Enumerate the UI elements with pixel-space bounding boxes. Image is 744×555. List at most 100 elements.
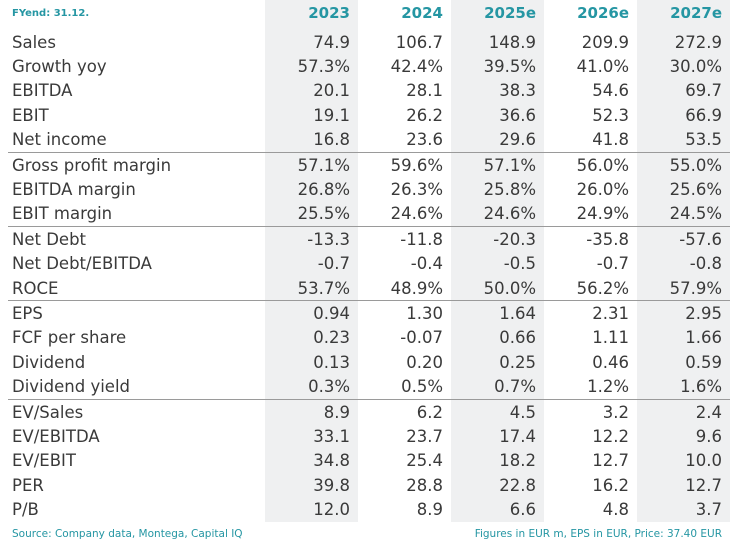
table-row: Dividend yield 0.3% 0.5% 0.7% 1.2% 1.6% [8, 374, 730, 399]
cell-value: 24.6% [483, 204, 536, 224]
cell-value: 16.2 [592, 475, 629, 495]
cell-value: 0.5% [401, 377, 443, 397]
table-row: EBITDA margin 26.8% 26.3% 25.8% 26.0% 25.6% [8, 177, 730, 201]
cell-value: 19.1 [313, 105, 350, 125]
column-header: 2024 [401, 4, 443, 22]
cell-value: -0.7 [596, 254, 629, 274]
cell-value: 209.9 [581, 32, 629, 52]
table-row: Sales 74.9 106.7 148.9 209.9 272.9 [8, 26, 730, 54]
row-label: Net income [12, 130, 107, 150]
cell-value: 20.1 [313, 81, 350, 101]
cell-value: 39.5% [483, 57, 536, 77]
row-label: Net Debt/EBITDA [12, 254, 152, 274]
row-label: EBITDA margin [12, 180, 136, 200]
cell-value: 24.6% [390, 204, 443, 224]
table-row: Growth yoy 57.3% 42.4% 39.5% 41.0% 30.0% [8, 54, 730, 78]
cell-value: 28.8 [406, 475, 443, 495]
cell-value: 36.6 [499, 105, 536, 125]
row-label: EV/EBITDA [12, 426, 100, 446]
cell-value: 2.31 [544, 300, 637, 326]
row-label: EBIT [12, 105, 49, 125]
cell-value: 16.8 [313, 130, 350, 150]
cell-value: 12.7 [685, 475, 722, 495]
table-row: PER 39.8 28.8 22.8 16.2 12.7 [8, 473, 730, 497]
row-label: EBITDA [12, 81, 73, 101]
cell-value: 0.46 [592, 352, 629, 372]
cell-value: 26.0% [576, 180, 629, 200]
table-row: EBIT margin 25.5% 24.6% 24.6% 24.9% 24.5% [8, 202, 730, 227]
table-row: EPS 0.94 1.30 1.64 2.31 2.95 [8, 300, 730, 326]
cell-value: 18.2 [499, 451, 536, 471]
cell-value: 48.9% [390, 278, 443, 298]
cell-value: 41.0% [576, 57, 629, 77]
cell-value: 28.1 [406, 81, 443, 101]
cell-value: 23.6 [406, 130, 443, 150]
cell-value: 106.7 [395, 32, 443, 52]
table-row: Net Debt -13.3 -11.8 -20.3 -35.8 -57.6 [8, 226, 730, 252]
cell-value: 26.2 [406, 105, 443, 125]
cell-value: 53.5 [685, 130, 722, 150]
row-label: FCF per share [12, 328, 127, 348]
row-label: PER [12, 475, 44, 495]
cell-value: 0.94 [265, 300, 358, 326]
table-row: ROCE 53.7% 48.9% 50.0% 56.2% 57.9% [8, 276, 730, 301]
cell-value: 57.9% [669, 278, 722, 298]
cell-value: 22.8 [499, 475, 536, 495]
cell-value: 17.4 [499, 426, 536, 446]
cell-value: 4.5 [451, 398, 544, 425]
cell-value: 2.4 [637, 398, 730, 425]
header-row: FYend: 31.12. 2023 2024 2025e 2026e 2027e [8, 0, 730, 26]
cell-value: 12.7 [592, 451, 629, 471]
row-label: EV/EBIT [12, 451, 76, 471]
cell-value: 1.2% [587, 377, 629, 397]
cell-value: 0.23 [313, 328, 350, 348]
cell-value: 50.0% [483, 278, 536, 298]
cell-value: 39.8 [313, 475, 350, 495]
cell-value: 25.8% [483, 180, 536, 200]
cell-value: 66.9 [685, 105, 722, 125]
cell-value: 25.5% [297, 204, 350, 224]
table-row: Net Debt/EBITDA -0.7 -0.4 -0.5 -0.7 -0.8 [8, 252, 730, 276]
cell-value: 24.9% [576, 204, 629, 224]
cell-value: 24.5% [669, 204, 722, 224]
row-label: EPS [8, 300, 265, 326]
table-row: EV/EBIT 34.8 25.4 18.2 12.7 10.0 [8, 449, 730, 473]
cell-value: 0.3% [308, 377, 350, 397]
cell-value: 52.3 [592, 105, 629, 125]
cell-value: 12.2 [592, 426, 629, 446]
cell-value: 0.66 [499, 328, 536, 348]
cell-value: 1.64 [451, 300, 544, 326]
row-label: Sales [12, 32, 56, 52]
cell-value: 25.6% [669, 180, 722, 200]
table-row: EBITDA 20.1 28.1 38.3 54.6 69.7 [8, 79, 730, 103]
cell-value: 6.6 [509, 500, 536, 520]
cell-value: -0.8 [689, 254, 722, 274]
row-label: Dividend [12, 352, 86, 372]
cell-value: 1.11 [592, 328, 629, 348]
cell-value: 0.59 [685, 352, 722, 372]
cell-value: 56.2% [576, 278, 629, 298]
cell-value: 34.8 [313, 451, 350, 471]
row-label: EBIT margin [12, 204, 113, 224]
cell-value: 42.4% [390, 57, 443, 77]
cell-value: -13.3 [265, 226, 358, 252]
cell-value: -35.8 [544, 226, 637, 252]
cell-value: 1.66 [685, 328, 722, 348]
units-note: Figures in EUR m, EPS in EUR, Price: 37.… [474, 528, 722, 540]
cell-value: 272.9 [674, 32, 722, 52]
cell-value: 23.7 [406, 426, 443, 446]
cell-value: 26.8% [297, 180, 350, 200]
cell-value: 57.1% [451, 151, 544, 178]
cell-value: 3.7 [695, 500, 722, 520]
row-label: Growth yoy [12, 57, 107, 77]
cell-value: 55.0% [637, 151, 730, 178]
cell-value: 0.20 [406, 352, 443, 372]
row-label: ROCE [12, 278, 59, 298]
cell-value: 2.95 [637, 300, 730, 326]
table-row: EV/EBITDA 33.1 23.7 17.4 12.2 9.6 [8, 424, 730, 448]
cell-value: 69.7 [685, 81, 722, 101]
column-header: 2023 [308, 4, 350, 22]
row-label: Gross profit margin [8, 151, 265, 178]
cell-value: 10.0 [685, 451, 722, 471]
cell-value: 6.2 [358, 398, 451, 425]
